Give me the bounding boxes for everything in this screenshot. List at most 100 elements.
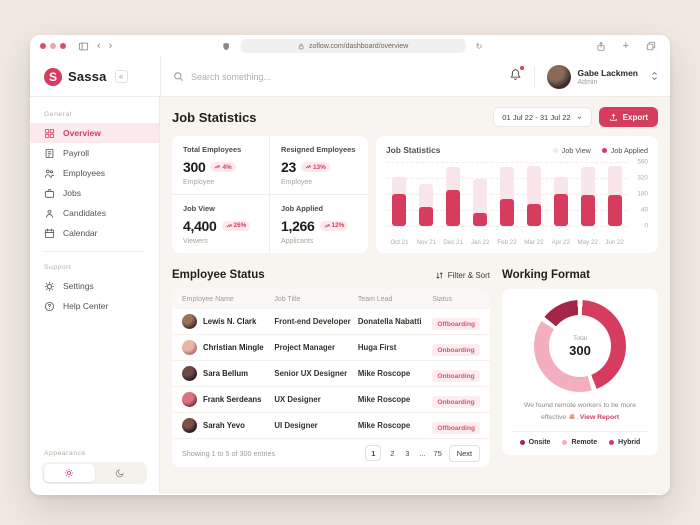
job-title: Front-end Developer — [274, 317, 351, 326]
wf-legend-item-onsite: Onsite — [519, 439, 550, 446]
stat-value: 1,266 — [281, 217, 315, 234]
employee-name: Lewis N. Clark — [182, 314, 274, 329]
bar-job-applied — [419, 207, 434, 226]
page-button-75[interactable]: 75 — [433, 448, 442, 458]
column-header-team-lead: Team Lead — [357, 295, 393, 303]
search-bar[interactable] — [173, 71, 509, 82]
zoom-window-button[interactable] — [60, 43, 66, 49]
sidebar-item-overview[interactable]: Overview — [30, 123, 159, 143]
sidebar: General Overview Payroll Employees Jobs Candi… — [30, 97, 160, 494]
section-label-general: General — [44, 111, 72, 118]
app-topbar: S Sassa « Gabe Lackmen Admin — [30, 57, 670, 97]
bar-group-jun-22 — [601, 162, 628, 226]
user-avatar — [546, 64, 571, 89]
sidebar-item-calendar[interactable]: Calendar — [30, 223, 159, 243]
employee-table: Employee Name Job Title Team Lead Status Le… — [172, 289, 490, 467]
sassa-logo-icon: S — [44, 67, 62, 86]
employee-avatar — [182, 418, 197, 433]
traffic-lights[interactable] — [40, 43, 66, 49]
y-axis: 0 40 180 320 560 — [628, 158, 648, 230]
sidebar-item-payroll[interactable]: Payroll — [30, 143, 159, 163]
sidebar-collapse-button[interactable]: « — [114, 70, 128, 83]
new-tab-icon[interactable]: + — [622, 39, 629, 52]
legend-item-job-view[interactable]: Job View — [552, 146, 591, 155]
employee-name: Frank Serdeans — [182, 392, 274, 407]
bar-job-applied — [446, 190, 461, 226]
table-row-lewis-n-clark[interactable]: Lewis N. Clark Front-end Developer Donatel… — [172, 309, 490, 335]
address-bar[interactable]: zoflow.com/dashboard/overview — [240, 39, 466, 53]
donut-total-value: 300 — [569, 342, 591, 358]
date-range-value: 01 Jul 22 - 31 Jul 22 — [502, 112, 571, 122]
close-window-button[interactable] — [40, 43, 46, 49]
sidebar-item-employees[interactable]: Employees — [30, 163, 159, 183]
jobs-icon — [44, 188, 55, 199]
chevron-down-icon — [577, 115, 582, 119]
search-icon — [174, 72, 183, 81]
table-row-christian-mingle[interactable]: Christian Mingle Project Manager Huga Firs… — [172, 335, 490, 361]
export-button[interactable]: Export — [598, 107, 658, 127]
sidebar-panel-icon[interactable] — [78, 41, 89, 52]
dark-theme-button[interactable] — [95, 464, 146, 482]
theme-toggle[interactable] — [42, 462, 147, 484]
tab-overview-icon[interactable] — [646, 41, 656, 51]
reload-icon[interactable]: ↻ — [475, 41, 483, 51]
chart-legend: Job View Job Applied — [552, 146, 648, 155]
page-button-1[interactable]: 1 — [365, 445, 382, 461]
search-input[interactable] — [191, 71, 391, 82]
moon-icon — [115, 469, 124, 478]
stat-sublabel: Employee — [183, 179, 215, 186]
overview-icon — [44, 128, 55, 139]
filter-sort-button[interactable]: Filter & Sort — [435, 271, 490, 280]
back-icon[interactable]: ‹ — [97, 39, 101, 52]
stat-value: 300 — [183, 159, 206, 175]
stat-label: Job View — [183, 203, 215, 213]
stat-card-resigned-employees: Resigned Employees 23 13% Employee — [270, 136, 368, 195]
bar-group-oct-21 — [386, 162, 413, 226]
pagination: 1 2 3... 75 Next — [365, 444, 480, 462]
table-row-frank-serdeans[interactable]: Frank Serdeans UX Designer Mike Roscope Onb… — [172, 387, 490, 413]
chart-title: Job Statistics — [386, 145, 441, 155]
table-row-sara-bellum[interactable]: Sara Bellum Senior UX Designer Mike Roscop… — [172, 361, 490, 387]
job-title: UX Designer — [274, 395, 321, 404]
caption-period: . — [576, 413, 578, 421]
settings-icon — [44, 281, 55, 292]
share-icon[interactable] — [596, 41, 606, 52]
status-cell: Onboarding — [432, 365, 480, 383]
y-tick-label: 560 — [637, 158, 648, 166]
next-page-button[interactable]: Next — [448, 444, 480, 462]
bar-group-apr-22 — [547, 162, 574, 226]
user-menu[interactable]: Gabe Lackmen Admin — [546, 64, 658, 89]
browser-chrome: ‹ › zoflow.com/dashboard/overview ↻ + — [30, 35, 670, 57]
page-button-3[interactable]: 3 — [405, 448, 410, 458]
working-format-donut-chart: Total 300 — [534, 300, 626, 392]
trend-up-icon — [324, 223, 330, 228]
status-cell: Offboarding — [432, 313, 481, 331]
date-range-picker[interactable]: 01 Jul 22 - 31 Jul 22 — [493, 107, 592, 127]
legend-item-job-applied[interactable]: Job Applied — [601, 146, 648, 155]
page-button-2[interactable]: 2 — [390, 448, 395, 458]
sidebar-item-candidates[interactable]: Candidates — [30, 203, 159, 223]
light-theme-button[interactable] — [44, 464, 95, 482]
working-format-card: Total 300 We found remote workers to be … — [502, 289, 658, 456]
status-badge: Offboarding — [432, 422, 481, 434]
minimize-window-button[interactable] — [50, 43, 56, 49]
job-title: Project Manager — [274, 343, 336, 352]
privacy-shield-icon[interactable] — [222, 42, 231, 51]
sidebar-item-label: Settings — [63, 281, 94, 291]
sidebar-item-settings[interactable]: Settings — [30, 276, 159, 296]
y-tick-label: 180 — [637, 190, 648, 198]
forward-icon[interactable]: › — [108, 39, 113, 52]
pagination-ellipsis: ... — [419, 448, 426, 458]
table-row-sarah-yevo[interactable]: Sarah Yevo UI Designer Mike Roscope Offboar… — [172, 413, 490, 439]
working-format-title: Working Format — [502, 269, 590, 281]
bar-job-applied — [500, 199, 514, 226]
view-report-link[interactable]: View Report — [579, 413, 620, 421]
notifications-button[interactable] — [509, 65, 524, 86]
stat-sublabel: Employee — [281, 179, 313, 186]
sidebar-item-jobs[interactable]: Jobs — [30, 183, 159, 203]
y-tick-label: 320 — [637, 174, 648, 182]
bar-group-jan-22 — [467, 162, 494, 226]
legend-dot — [519, 440, 525, 446]
working-format-legend: Onsite Remote Hybrid — [519, 439, 640, 446]
sidebar-item-help-center[interactable]: Help Center — [30, 296, 159, 316]
